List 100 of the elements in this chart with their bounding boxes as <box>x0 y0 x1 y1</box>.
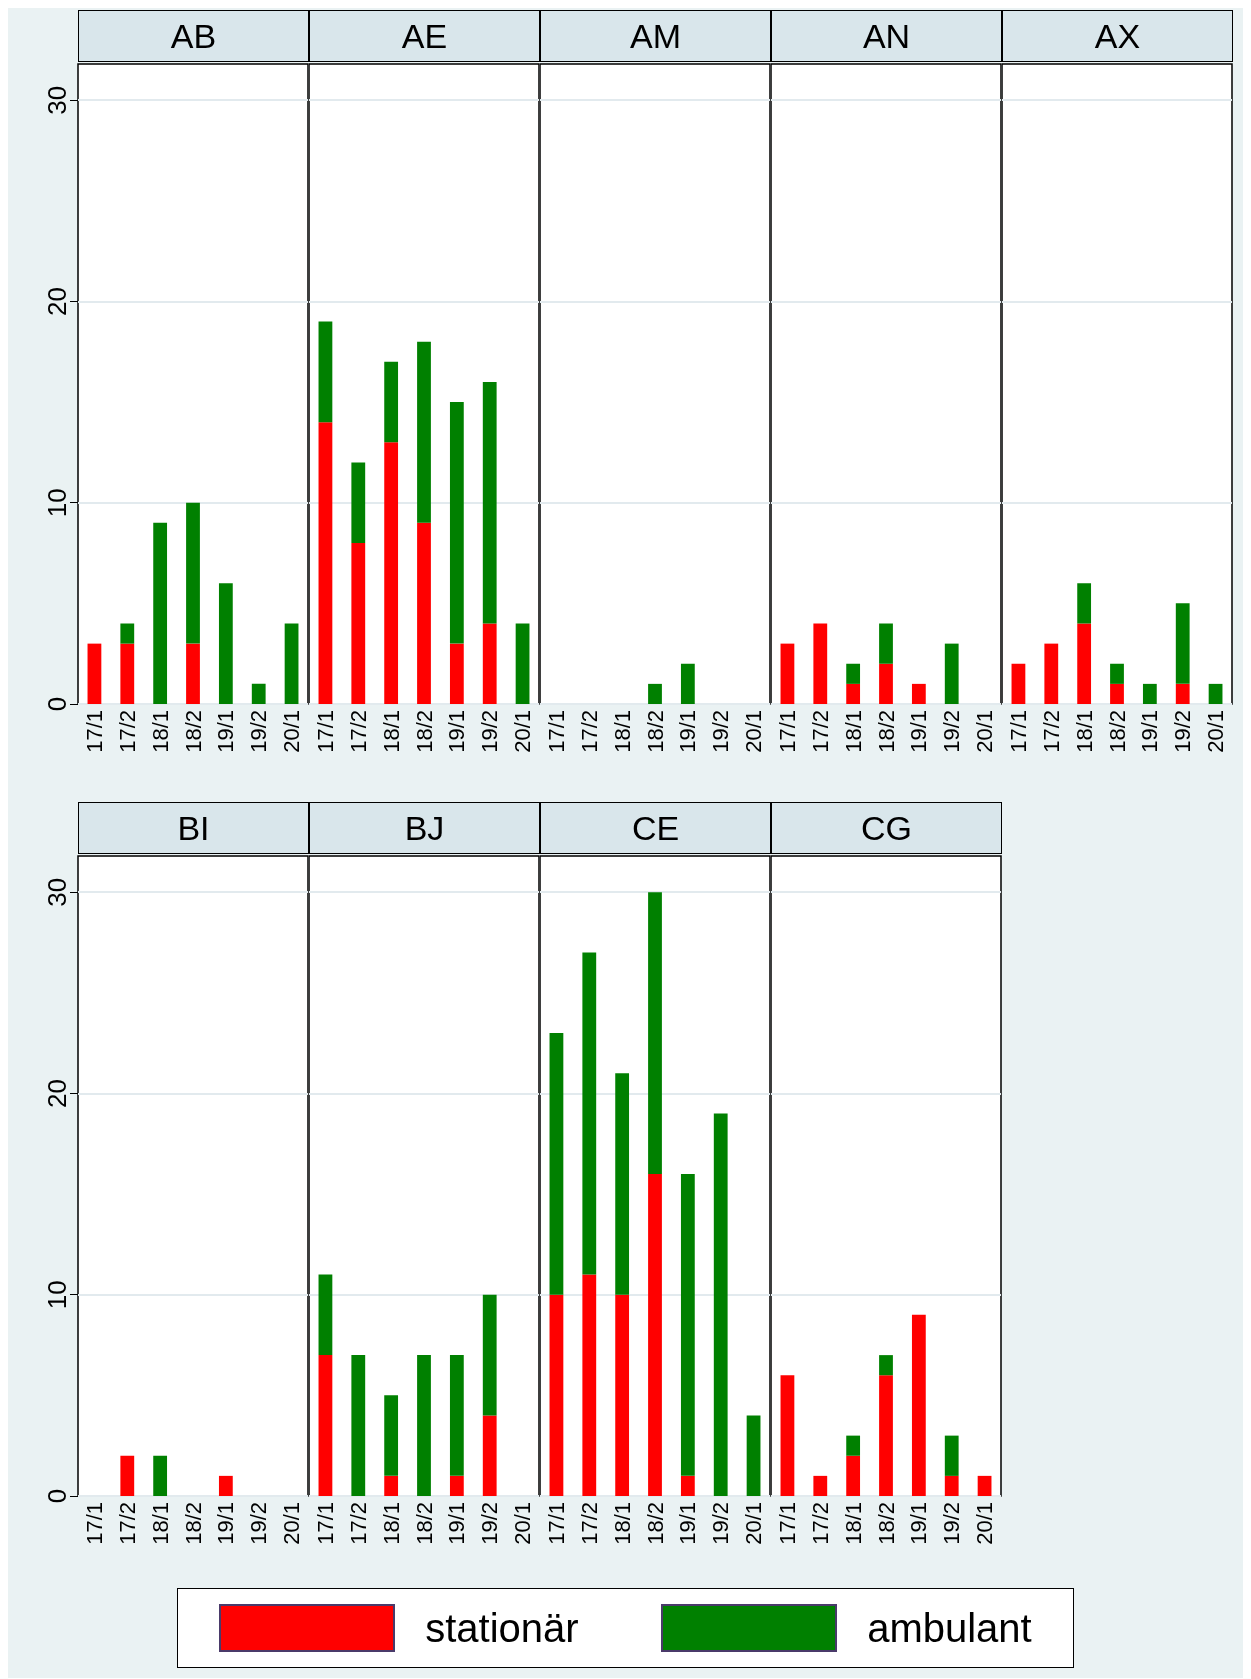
x-tick-label: 17/1 <box>312 1502 338 1545</box>
x-tick-label: 17/1 <box>312 710 338 753</box>
bar <box>449 643 464 704</box>
x-tick-label: 18/1 <box>378 1502 404 1545</box>
chart-title: CG <box>771 802 1002 854</box>
y-tick-label: 0 <box>42 1488 72 1504</box>
x-tick-label: 19/1 <box>675 710 701 753</box>
bar <box>318 1355 333 1496</box>
y-tick-label: 10 <box>42 1280 72 1310</box>
bar <box>879 623 893 664</box>
bar <box>713 1113 728 1496</box>
x-tick-label: 17/2 <box>114 710 140 753</box>
bar <box>846 663 861 684</box>
x-tick-label: 19/2 <box>1170 710 1196 753</box>
x-tick-label: 18/2 <box>1104 710 1130 753</box>
bar <box>879 663 893 704</box>
x-tick-label: 18/2 <box>411 710 437 753</box>
x-tick-label: 20/1 <box>1203 710 1229 753</box>
x-tick-label: 20/1 <box>741 710 767 753</box>
bar <box>482 381 497 624</box>
x-tick-label: 18/2 <box>642 710 668 753</box>
x-tick-label: 19/1 <box>906 1502 932 1545</box>
x-tick-label: 17/2 <box>345 710 371 753</box>
bar <box>615 1294 630 1496</box>
bar <box>846 1455 861 1496</box>
x-tick-label: 17/1 <box>543 710 569 753</box>
bar <box>1077 583 1092 624</box>
x-tick-label: 20/1 <box>279 1502 305 1545</box>
x-tick-label: 20/1 <box>510 710 536 753</box>
x-tick-label: 19/1 <box>213 710 239 753</box>
bar <box>384 1475 399 1496</box>
bar <box>780 643 795 704</box>
chart-title: CE <box>540 802 771 854</box>
bar <box>87 643 102 704</box>
x-tick-label: 17/2 <box>807 710 833 753</box>
bar <box>1011 663 1026 704</box>
x-tick-label: 18/1 <box>609 1502 635 1545</box>
y-tick-label: 30 <box>42 877 72 907</box>
bar <box>944 1475 959 1496</box>
x-tick-label: 17/1 <box>81 1502 107 1545</box>
chart-title: AN <box>771 10 1002 62</box>
bar <box>120 623 135 644</box>
bar <box>482 1415 497 1496</box>
bar <box>318 321 333 423</box>
bar <box>648 1173 662 1496</box>
bar <box>318 1274 333 1356</box>
bar <box>846 1435 861 1456</box>
bar <box>1142 683 1157 704</box>
bar <box>615 1073 630 1295</box>
y-tick-label: 30 <box>42 85 72 115</box>
x-tick-label: 18/1 <box>147 710 173 753</box>
bar <box>449 1475 464 1496</box>
x-tick-label: 18/2 <box>180 710 206 753</box>
bar <box>1044 643 1059 704</box>
chart-title: AM <box>540 10 771 62</box>
bar <box>384 361 399 443</box>
x-tick-label: 18/1 <box>840 710 866 753</box>
x-tick-label: 19/2 <box>939 1502 965 1545</box>
bar <box>879 1375 893 1496</box>
x-tick-label: 18/1 <box>840 1502 866 1545</box>
bar <box>120 643 135 704</box>
chart-title: BI <box>78 802 309 854</box>
x-tick-label: 18/1 <box>609 710 635 753</box>
bar <box>351 542 366 704</box>
x-tick-label: 17/2 <box>807 1502 833 1545</box>
bar <box>648 892 662 1174</box>
bar <box>780 1375 795 1496</box>
x-tick-label: 17/1 <box>774 710 800 753</box>
bar <box>384 1395 399 1476</box>
bar <box>449 1355 464 1476</box>
bar <box>1208 683 1223 704</box>
bar <box>977 1475 992 1496</box>
bar <box>417 341 431 523</box>
x-tick-label: 18/1 <box>1071 710 1097 753</box>
bar <box>549 1033 564 1295</box>
bar <box>582 1274 597 1496</box>
bar <box>351 1355 366 1496</box>
bar <box>515 623 530 704</box>
bar <box>1175 603 1190 684</box>
bar <box>417 1355 431 1496</box>
bar <box>417 522 431 704</box>
x-tick-label: 19/1 <box>444 1502 470 1545</box>
bar <box>813 623 828 704</box>
x-tick-label: 20/1 <box>972 710 998 753</box>
x-tick-label: 17/2 <box>576 1502 602 1545</box>
x-tick-label: 18/2 <box>180 1502 206 1545</box>
y-tick-label: 20 <box>42 1079 72 1108</box>
y-tick-label: 0 <box>42 696 72 712</box>
legend-label: ambulant <box>867 1605 1032 1651</box>
bar <box>549 1294 564 1496</box>
x-tick-label: 17/2 <box>345 1502 371 1545</box>
x-tick-label: 19/2 <box>708 1502 734 1545</box>
bar <box>1077 623 1092 704</box>
bar <box>482 1294 497 1416</box>
x-tick-label: 17/1 <box>1005 710 1031 753</box>
bar <box>284 623 299 704</box>
bar <box>1110 663 1124 684</box>
x-tick-label: 19/2 <box>708 710 734 753</box>
bar <box>449 402 464 644</box>
bar <box>482 623 497 704</box>
